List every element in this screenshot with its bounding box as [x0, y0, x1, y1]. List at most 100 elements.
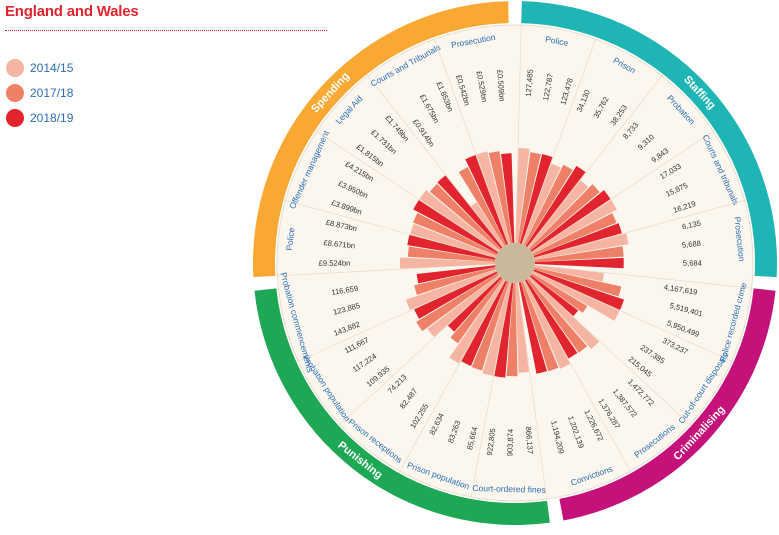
- bar-2018-19: [519, 154, 553, 245]
- metric-label: Police: [284, 227, 296, 251]
- bar-2017-18: [526, 278, 588, 353]
- bar-2014-15: [532, 271, 620, 321]
- metric-divider: [275, 263, 496, 277]
- metric-divider: [524, 280, 632, 474]
- bar-2018-19: [494, 282, 514, 378]
- bar-2018-19: [533, 269, 625, 310]
- value-label: 5,688: [681, 239, 701, 250]
- bar-2018-19: [518, 282, 547, 374]
- bar-2018-19: [437, 175, 503, 249]
- metric-divider: [433, 37, 509, 245]
- value-label: 866,137: [524, 426, 535, 454]
- bar-2017-18: [413, 212, 498, 256]
- bar-2017-18: [450, 278, 504, 344]
- legend-label: 2017/18: [30, 86, 74, 100]
- legend-label: 2014/15: [30, 61, 74, 75]
- chart-hub: [495, 243, 535, 283]
- bar-2018-19: [416, 265, 496, 284]
- legend-swatch: [6, 84, 24, 102]
- bar-2018-19: [524, 279, 578, 359]
- metric-divider: [531, 130, 716, 253]
- value-label: 6,135: [681, 218, 701, 231]
- bar-2014-15: [427, 275, 501, 337]
- bar-2014-15: [476, 151, 511, 245]
- bar-2017-18: [531, 273, 588, 313]
- bar-2017-18: [407, 246, 496, 262]
- title-divider: [5, 30, 327, 31]
- bar-2014-15: [482, 282, 512, 376]
- bar-2014-15: [515, 148, 530, 244]
- value-label: 5,684: [683, 259, 702, 268]
- bar-2018-19: [534, 257, 624, 269]
- metric-label: Police: [544, 34, 569, 48]
- value-label: 903,874: [505, 429, 515, 457]
- bar-2017-18: [416, 273, 499, 332]
- metric-divider: [533, 270, 734, 363]
- metric-label: Court-ordered fines: [472, 483, 545, 495]
- bar-2018-19: [465, 155, 509, 245]
- value-label: 922,805: [485, 428, 498, 456]
- bar-2018-19: [533, 223, 622, 258]
- metric-divider: [529, 276, 692, 427]
- metric-divider: [515, 23, 522, 244]
- bar-2017-18: [534, 246, 624, 262]
- metric-divider: [314, 130, 499, 253]
- bar-2018-19: [414, 271, 498, 319]
- bar-2017-18: [414, 267, 496, 295]
- group-ring-punishing: [254, 288, 550, 525]
- bar-2014-15: [522, 280, 571, 369]
- group-ring-staffing: [521, 1, 777, 278]
- bar-2017-18: [520, 281, 559, 372]
- metric-divider: [296, 270, 497, 363]
- metric-divider: [398, 280, 506, 474]
- metric-divider: [338, 276, 501, 427]
- legend-swatch: [6, 109, 24, 127]
- bar-2018-19: [530, 190, 611, 252]
- metric-divider: [283, 199, 496, 259]
- metric-divider: [527, 74, 664, 248]
- bar-2017-18: [471, 281, 510, 371]
- group-ring-criminalising: [559, 288, 776, 521]
- value-label: 116,659: [331, 284, 359, 297]
- bar-2014-15: [531, 199, 617, 254]
- bar-2017-18: [529, 184, 600, 251]
- bar-2017-18: [532, 213, 617, 256]
- value-label: £8.671bn: [323, 238, 355, 250]
- bar-2017-18: [506, 282, 518, 377]
- legend-label: 2018/19: [30, 111, 74, 125]
- bar-2017-18: [517, 152, 541, 244]
- bar-2018-19: [407, 234, 496, 260]
- bar-2014-15: [419, 190, 500, 252]
- metric-divider: [470, 282, 512, 499]
- bar-2014-15: [449, 279, 506, 364]
- metric-label: Prosecution: [732, 216, 747, 262]
- bar-2018-19: [413, 199, 499, 254]
- metric-divider: [521, 37, 597, 245]
- bar-2017-18: [429, 183, 501, 251]
- bar-2018-19: [525, 165, 586, 248]
- metric-divider: [534, 199, 747, 259]
- bar-2014-15: [528, 276, 600, 350]
- value-label: £0.509bn: [495, 69, 506, 101]
- bar-2014-15: [410, 223, 497, 258]
- bar-2014-15: [470, 202, 505, 248]
- group-ring-spending: [253, 1, 509, 278]
- value-label: £9.524bn: [319, 259, 351, 268]
- bar-2017-18: [534, 267, 622, 297]
- legend-swatch: [6, 59, 24, 77]
- bar-2018-19: [461, 280, 508, 366]
- metric-divider: [534, 264, 754, 289]
- bar-2017-18: [488, 151, 513, 244]
- metric-divider: [517, 282, 548, 501]
- bar-2014-15: [534, 233, 629, 260]
- bar-2014-15: [400, 257, 496, 269]
- bar-2014-15: [534, 265, 604, 282]
- bar-2017-18: [523, 164, 573, 246]
- bar-2018-19: [447, 276, 502, 332]
- bar-2014-15: [515, 282, 530, 373]
- page-title: England and Wales: [5, 3, 139, 20]
- bar-2014-15: [405, 269, 497, 310]
- value-label: 127,485: [524, 69, 535, 97]
- bar-2014-15: [521, 163, 561, 245]
